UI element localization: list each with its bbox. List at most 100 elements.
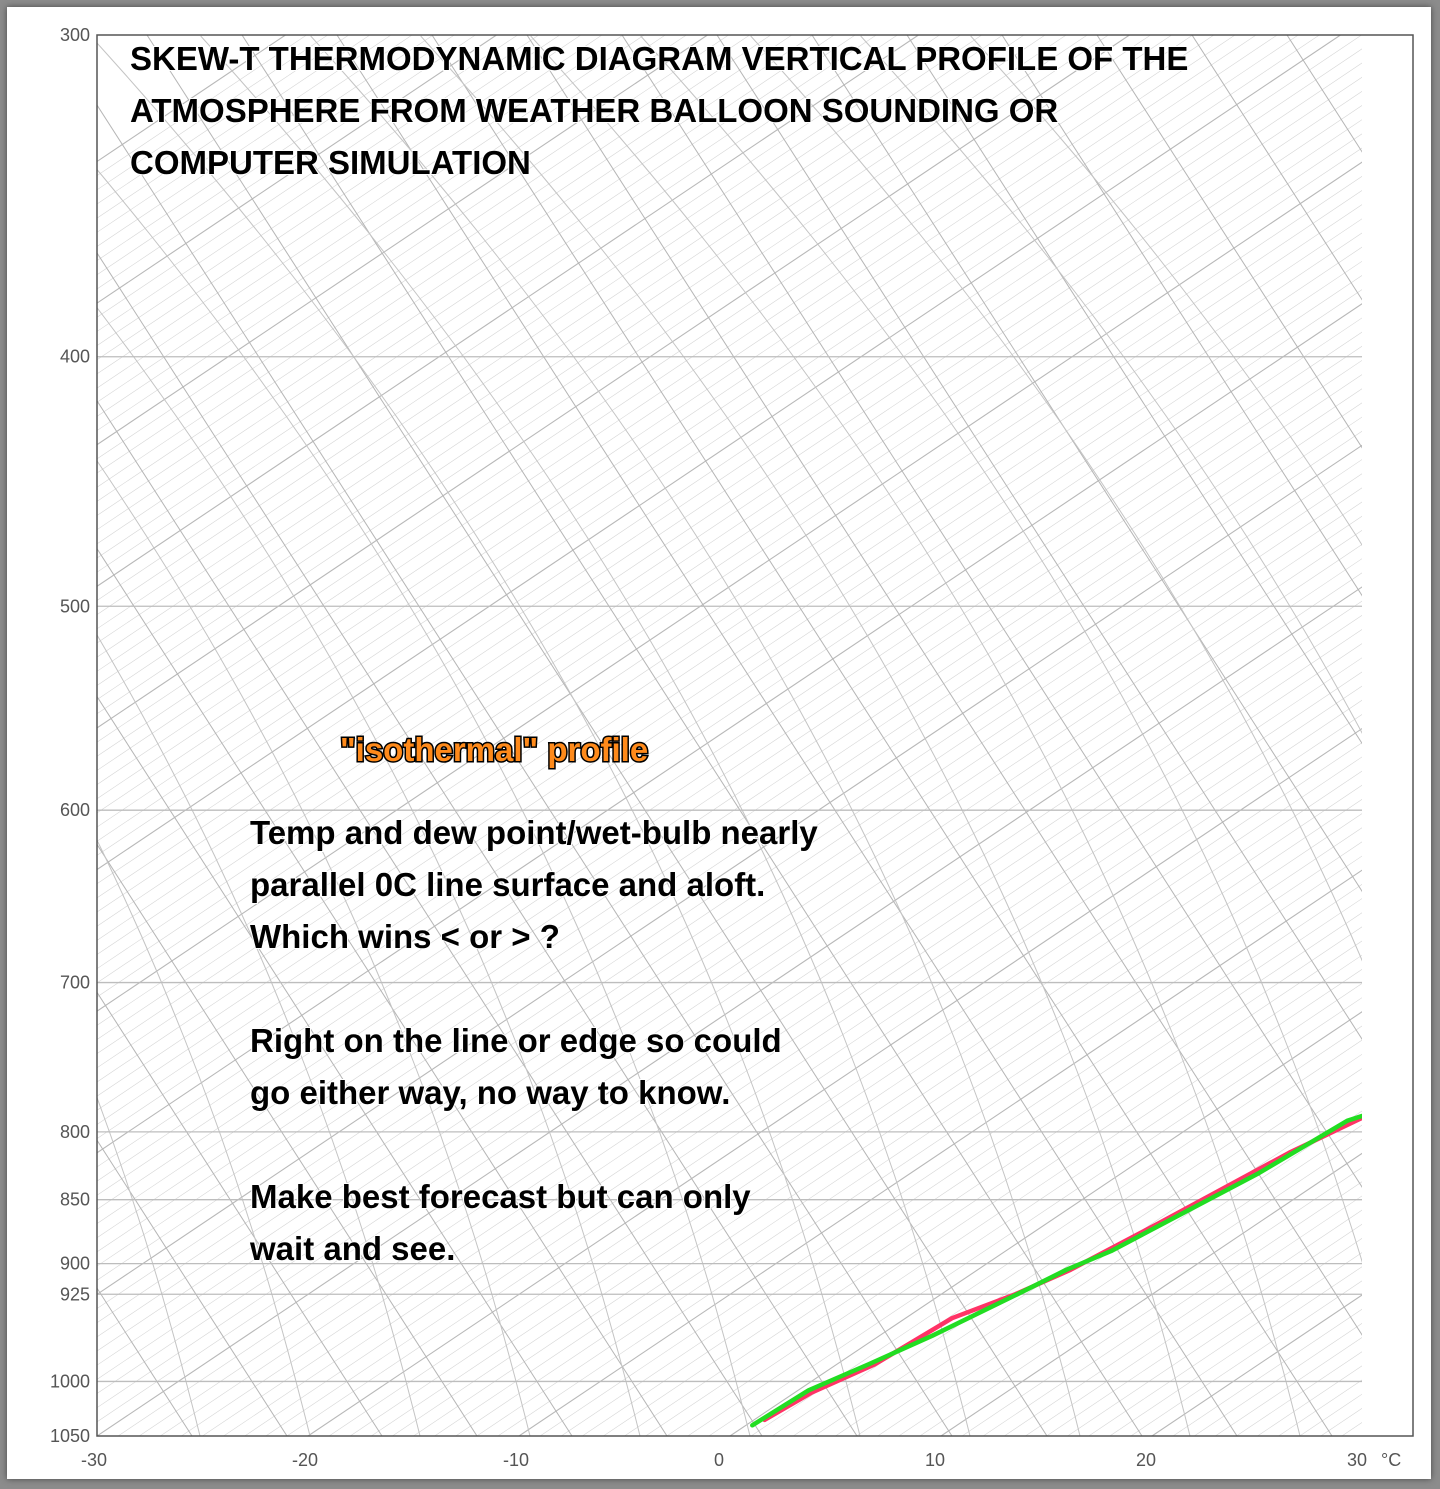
isotherm-line (97, 374, 1362, 1224)
moist-adiabat-line (420, 35, 1191, 1436)
dry-adiabat-line (97, 104, 953, 1436)
isotherm-line (97, 35, 455, 276)
isotherm-line (97, 204, 1362, 1055)
pressure-tick-label: 800 (60, 1122, 90, 1142)
isotherm-line (97, 35, 539, 332)
isotherm-line (97, 515, 1362, 1366)
isotherm-line (476, 841, 1362, 1436)
isotherm-line (877, 1110, 1362, 1436)
isotherm-line (97, 35, 814, 516)
pressure-tick-label: 300 (60, 25, 90, 45)
note-line-3: Which wins < or > ? (250, 918, 560, 955)
moist-adiabat-line (0, 36, 90, 1436)
isotherm-line (983, 1181, 1362, 1436)
isotherm-line (97, 35, 961, 616)
isotherm-line (497, 855, 1362, 1436)
isotherm-line (223, 671, 1362, 1436)
isotherm-line (97, 473, 1362, 1324)
chart-title-line-3: COMPUTER SIMULATION (130, 144, 531, 181)
isotherm-line (97, 232, 1362, 1083)
isotherm-line (97, 35, 982, 630)
isotherm-line (97, 190, 1362, 1040)
isothermal-profile-label: "isothermal" profile (340, 731, 648, 768)
isotherm-line (793, 1053, 1362, 1436)
moist-adiabat-line (530, 35, 1301, 1436)
isotherm-line (666, 968, 1362, 1436)
isotherm-line (307, 727, 1362, 1436)
dewpoint-profile-line (750, 1113, 1362, 1428)
isotherm-line (286, 714, 1362, 1436)
isotherm-line (181, 643, 1362, 1436)
temperature-tick-label: -30 (81, 1450, 107, 1470)
isotherm-line (603, 926, 1362, 1436)
temperature-tick-label: 30 (1347, 1450, 1367, 1470)
plot-background (97, 35, 1362, 1436)
isotherm-line (97, 35, 1299, 842)
isotherm-line (97, 487, 1362, 1338)
moist-adiabat-line (97, 1096, 201, 1436)
isotherm-line (392, 784, 1362, 1436)
moist-adiabat-line (750, 35, 1362, 962)
isotherm-line (645, 954, 1362, 1436)
isotherm-line (97, 416, 1362, 1267)
isotherm-line (97, 530, 1362, 1380)
isotherm-line (244, 685, 1362, 1436)
moist-adiabat-line (97, 306, 641, 1436)
dry-adiabat-line (0, 35, 2, 1436)
isotherm-line (97, 572, 1362, 1423)
note-line-5: Right on the line or edge so could (250, 1022, 782, 1059)
isotherm-line (97, 303, 1362, 1154)
isotherm-line (708, 997, 1362, 1436)
note-line-2: parallel 0C line surface and aloft. (250, 866, 765, 903)
isotherm-line (97, 35, 1193, 771)
series-layer (750, 1113, 1362, 1428)
isotherm-line (97, 35, 687, 431)
isotherm-line (97, 35, 793, 502)
isotherm-line (97, 444, 1362, 1296)
isotherm-line (97, 35, 582, 361)
isotherm-line (97, 35, 835, 531)
chart-title-line-2: ATMOSPHERE FROM WEATHER BALLOON SOUNDING… (130, 92, 1058, 129)
isotherm-line (97, 35, 708, 446)
isotherm-line (97, 459, 1362, 1309)
isotherm-line (814, 1068, 1362, 1436)
isotherm-line (97, 133, 1362, 984)
isotherm-line (1426, 35, 1440, 1436)
isotherm-line (97, 35, 624, 389)
background-grid (0, 35, 1440, 1436)
isotherm-line (961, 1167, 1362, 1436)
isotherm-line (97, 430, 1362, 1281)
isotherm-line (1405, 35, 1440, 1436)
isotherm-line (117, 600, 1362, 1436)
dry-adiabat-line (811, 35, 1362, 893)
isotherm-line (687, 983, 1362, 1436)
isotherm-line (97, 35, 940, 601)
isotherm-line (97, 62, 1362, 913)
temperature-tick-label: 0 (714, 1450, 724, 1470)
isotherm-line (97, 175, 1362, 1026)
pressure-tick-label: 400 (60, 347, 90, 367)
isotherm-line (97, 35, 1236, 800)
isotherm-line (772, 1039, 1362, 1436)
moist-adiabat-line (640, 35, 1362, 1263)
isotherm-line (624, 940, 1362, 1436)
isotherm-line (97, 388, 1362, 1239)
pressure-tick-label: 500 (60, 596, 90, 616)
dry-adiabat-line (431, 35, 1333, 1436)
isotherm-line (518, 869, 1362, 1436)
isotherm-line (328, 742, 1362, 1436)
isotherm-line (97, 35, 1362, 885)
isotherm-line (97, 544, 1362, 1394)
isotherm-line (97, 35, 750, 474)
temperature-axis-labels: -30 -20 -10 0 10 20 30 (81, 1450, 1367, 1470)
isotherm-line (97, 161, 1362, 1012)
isotherm-line (202, 657, 1362, 1436)
isotherm-line (97, 35, 1130, 729)
isotherm-line (97, 35, 666, 417)
dry-adiabat-line (97, 1435, 98, 1436)
dry-adiabat-line (336, 35, 1238, 1436)
plot-border (96, 34, 1414, 1437)
isotherm-line (729, 1011, 1362, 1436)
isotherm-line (350, 756, 1362, 1436)
